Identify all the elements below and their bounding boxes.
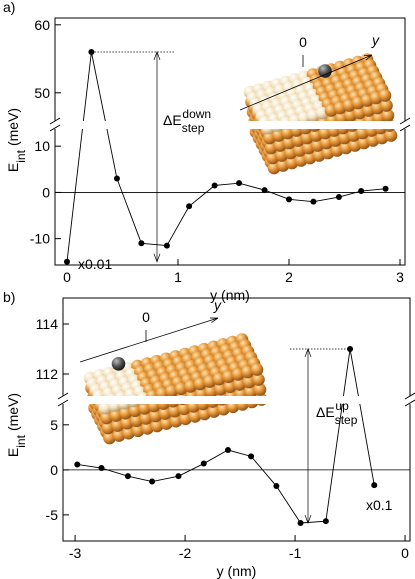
point <box>149 479 155 485</box>
point <box>225 447 231 453</box>
point <box>262 187 268 193</box>
point <box>236 180 242 186</box>
x-tick-label: -3 <box>69 545 82 561</box>
point <box>286 196 292 202</box>
label-main: ΔE <box>163 112 182 128</box>
y-tick-label: 10 <box>34 138 50 154</box>
y-tick-label: 112 <box>36 366 59 382</box>
point <box>164 243 170 249</box>
panel-label: a) <box>3 0 15 15</box>
x-tick-label: 2 <box>285 269 293 285</box>
x-tick-label: -2 <box>179 545 192 561</box>
label: Eint (meV) <box>5 393 28 457</box>
point <box>138 240 144 246</box>
x-tick-label: -1 <box>289 545 302 561</box>
point <box>175 473 181 479</box>
point <box>358 188 364 194</box>
label-sup: up <box>335 399 349 413</box>
y-tick-label: 5 <box>50 417 58 433</box>
label: Eint (meV) <box>5 108 28 172</box>
adatom <box>318 64 332 78</box>
inset-origin: 0 <box>299 34 307 50</box>
y-tick-label: -5 <box>46 507 59 523</box>
break-gap <box>56 121 404 129</box>
inset-axis-label: y <box>371 32 380 48</box>
panel-label: b) <box>3 289 15 305</box>
label-sub: int <box>14 434 28 447</box>
point <box>248 453 254 459</box>
x-tick-label: 1 <box>174 269 182 285</box>
y-tick-label: 0 <box>50 462 58 478</box>
y-tick-label: 50 <box>34 85 50 101</box>
point <box>125 473 131 479</box>
adatom <box>112 357 126 371</box>
point <box>273 483 279 489</box>
point <box>114 176 120 182</box>
point <box>310 199 316 205</box>
label-main: E <box>5 448 21 457</box>
point <box>212 182 218 188</box>
label-sup: down <box>182 107 211 121</box>
label-sub: step <box>182 121 205 135</box>
point <box>201 461 207 467</box>
atom <box>251 363 264 376</box>
x-axis-label: y (nm) <box>217 563 257 579</box>
point <box>74 461 80 467</box>
point <box>186 203 192 209</box>
label-main: E <box>5 163 21 172</box>
point <box>298 520 304 526</box>
scale-note: x0.1 <box>366 497 393 513</box>
inset-origin: 0 <box>142 309 150 325</box>
y-tick-label: -10 <box>30 231 50 247</box>
x-tick-label: 0 <box>63 269 71 285</box>
label-sub: int <box>14 149 28 162</box>
label-unit: (meV) <box>5 393 21 431</box>
atom <box>379 89 392 102</box>
label-unit: (meV) <box>5 108 21 146</box>
y-tick-label: 60 <box>34 17 50 33</box>
figure: a)0yΔEstepdownx0.010123-100105060y (nm)E… <box>0 0 415 579</box>
point <box>98 465 104 471</box>
y-tick-label: 114 <box>36 316 59 332</box>
label-main: ΔE <box>316 404 335 420</box>
point <box>336 194 342 200</box>
point <box>323 518 329 524</box>
point <box>371 482 377 488</box>
inset-axis-label: y <box>213 297 222 313</box>
scale-note: x0.01 <box>78 256 112 272</box>
break-gap <box>64 396 409 404</box>
label: ΔEstepdown <box>163 107 211 135</box>
x-tick-label: 3 <box>396 269 404 285</box>
y-tick-label: 0 <box>42 184 50 200</box>
point <box>383 186 389 192</box>
label-sub: step <box>335 413 358 427</box>
x-tick-label: 0 <box>401 545 409 561</box>
